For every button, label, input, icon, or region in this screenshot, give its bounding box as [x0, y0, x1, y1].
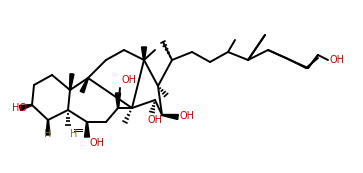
Polygon shape — [46, 120, 50, 135]
Text: OH: OH — [90, 138, 105, 148]
Polygon shape — [115, 93, 121, 108]
Text: OH: OH — [330, 55, 345, 65]
Text: OH: OH — [180, 111, 195, 121]
Text: OH: OH — [122, 75, 137, 85]
Polygon shape — [80, 78, 89, 93]
Text: H: H — [70, 129, 78, 139]
Polygon shape — [142, 47, 147, 60]
Text: OH: OH — [148, 115, 163, 125]
Polygon shape — [69, 74, 74, 90]
Text: HO: HO — [12, 103, 27, 113]
Polygon shape — [85, 122, 90, 137]
Polygon shape — [19, 104, 32, 110]
Polygon shape — [162, 115, 178, 120]
Text: H: H — [44, 129, 52, 139]
